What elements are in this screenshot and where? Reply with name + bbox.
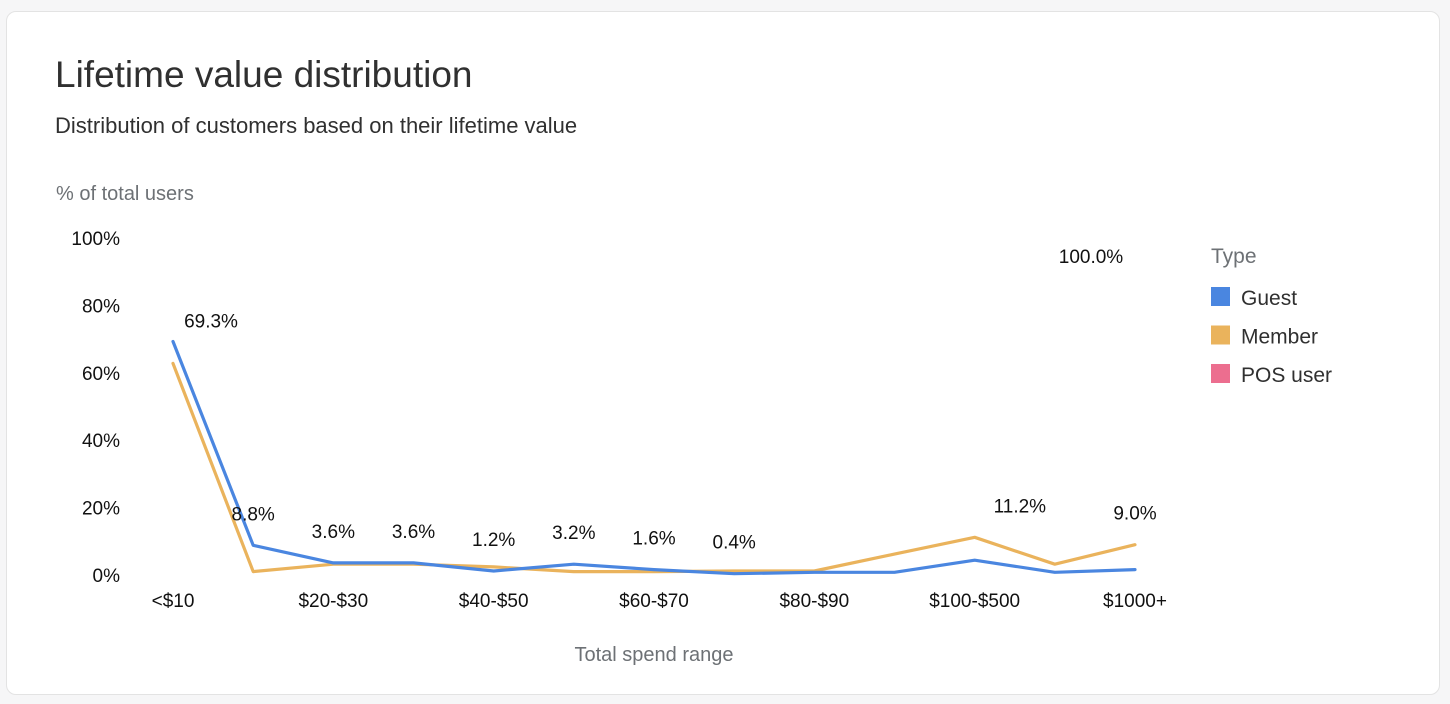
x-tick-label: $80-$90 (779, 591, 849, 612)
data-label: 11.2% (994, 496, 1047, 517)
x-tick-label: <$10 (152, 591, 195, 612)
legend-item-label: Guest (1241, 287, 1297, 310)
x-axis-label: Total spend range (574, 644, 733, 666)
series-line-guest (171, 339, 1137, 576)
legend-swatch-guest (1211, 287, 1230, 306)
legend-item-label: Member (1241, 326, 1318, 349)
chart-card: Lifetime value distribution Distribution… (6, 11, 1440, 695)
y-tick-label: 100% (71, 229, 120, 250)
data-label: 1.6% (632, 529, 675, 550)
data-label: 0.4% (713, 533, 756, 554)
x-tick-label: $20-$30 (298, 591, 368, 612)
x-tick-label: $100-$500 (929, 591, 1020, 612)
y-tick-label: 60% (82, 364, 120, 385)
legend-title: Type (1211, 245, 1257, 268)
legend-item-label: POS user (1241, 364, 1332, 387)
y-tick-label: 0% (93, 566, 121, 587)
y-tick-label: 40% (82, 431, 120, 452)
legend-swatch-pos-user (1211, 364, 1230, 383)
data-label: 3.2% (552, 523, 595, 544)
x-tick-label: $40-$50 (459, 591, 529, 612)
x-tick-label: $60-$70 (619, 591, 689, 612)
legend-swatch-member (1211, 325, 1230, 345)
data-label: 3.6% (392, 522, 435, 543)
data-label: 69.3% (184, 311, 238, 332)
data-label: 8.8% (232, 504, 275, 525)
data-label: 9.0% (1113, 504, 1156, 525)
data-label: 3.6% (312, 522, 355, 543)
x-tick-label: $1000+ (1103, 591, 1167, 612)
y-tick-label: 80% (82, 296, 120, 317)
data-label: 100.0% (1059, 247, 1124, 268)
y-axis-label: % of total users (56, 183, 194, 205)
chart-subtitle: Distribution of customers based on their… (55, 113, 578, 138)
y-tick-label: 20% (82, 499, 120, 520)
chart-title: Lifetime value distribution (55, 54, 473, 95)
data-label: 1.2% (472, 530, 515, 551)
